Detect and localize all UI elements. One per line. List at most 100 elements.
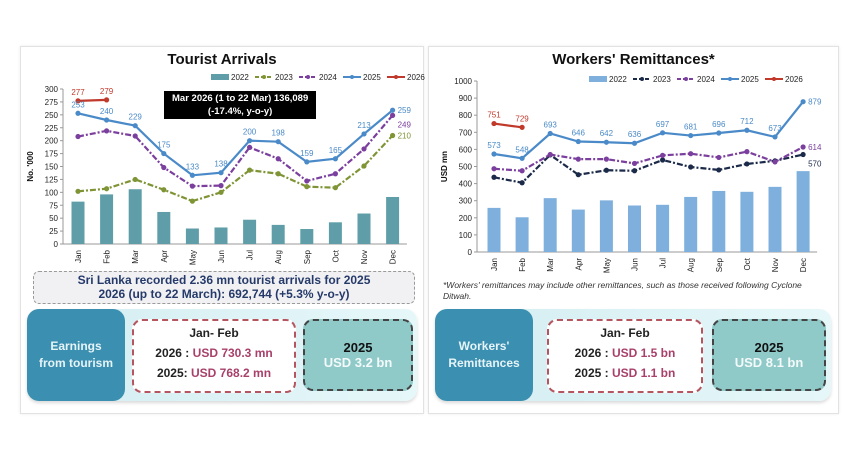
point-2024 <box>247 144 253 150</box>
point-2025 <box>275 139 281 145</box>
jan-feb-box: Jan- Feb 2026 : USD 1.5 bn 2025 : USD 1.… <box>547 319 703 393</box>
chart-title: Tourist Arrivals <box>167 51 277 68</box>
row-value: USD 768.2 mn <box>191 366 272 380</box>
point-2023 <box>304 184 310 190</box>
bar-2022 <box>628 205 641 252</box>
y-tick-label: 25 <box>49 227 58 236</box>
bar-2022 <box>386 196 400 244</box>
x-tick-label: Sep <box>715 257 724 272</box>
legend-marker <box>306 75 310 79</box>
data-label-2024: 614 <box>808 143 822 152</box>
point-2023 <box>75 188 81 194</box>
x-tick-label: Aug <box>274 250 283 264</box>
data-label-2025: 133 <box>186 162 200 171</box>
y-tick-label: 100 <box>45 188 59 197</box>
point-2025 <box>800 99 806 105</box>
point-2024 <box>132 133 138 139</box>
point-2026 <box>104 97 110 103</box>
bar-2022 <box>214 227 228 244</box>
point-2024 <box>575 156 581 162</box>
legend-label: 2022 <box>231 73 249 82</box>
bar-2022 <box>712 190 726 252</box>
point-2023 <box>744 161 750 167</box>
legend-marker <box>350 75 354 79</box>
jan-feb-box: Jan- Feb 2026 : USD 730.3 mn 2025: USD 7… <box>132 319 296 393</box>
bar-2022 <box>740 191 754 252</box>
bar-2022 <box>157 211 171 244</box>
point-2024 <box>631 160 638 167</box>
bar-2022 <box>300 229 314 244</box>
legend-marker <box>394 75 398 79</box>
x-tick-label: Dec <box>799 258 808 272</box>
point-2026 <box>491 120 497 127</box>
point-2023 <box>132 176 138 183</box>
workers-remittances-chart: 0 100 200 300 400 500 600 700 800 900 1000 Jan Feb Ma… <box>440 75 822 273</box>
point-2025 <box>161 150 167 157</box>
line-2025 <box>493 101 804 160</box>
period-label: Jan- Feb <box>600 326 650 340</box>
data-label-2026: 277 <box>71 88 85 97</box>
y-axis-label: No. '000 <box>26 151 35 182</box>
point-2025 <box>660 130 666 136</box>
x-tick-label: Sep <box>303 249 312 264</box>
x-tick-label: Jan <box>490 258 499 271</box>
data-label-2025: 165 <box>329 146 343 155</box>
point-2024 <box>304 178 310 184</box>
bar-2022 <box>656 204 670 252</box>
data-label-2025: 673 <box>768 124 782 133</box>
annual-value: USD 8.1 bn <box>734 355 804 370</box>
y-tick-label: 800 <box>459 111 473 120</box>
tourist-arrivals-chart: 0 25 50 75 100 125 150 175 200 225 250 275 300 Jan Feb… <box>26 73 425 265</box>
point-2025 <box>104 117 110 123</box>
point-2024 <box>716 154 722 161</box>
point-2023 <box>631 168 638 174</box>
x-tick-label: Aug <box>687 258 696 272</box>
bar-2022 <box>684 196 698 252</box>
line-2023 <box>77 134 394 203</box>
y-tick-label: 200 <box>45 137 59 146</box>
point-2023 <box>688 164 694 170</box>
tourist-summary: Sri Lanka recorded 2.36 mn tourist arriv… <box>33 271 415 304</box>
point-2023 <box>247 167 253 173</box>
data-label-2025: 253 <box>71 100 85 109</box>
y-tick-label: 0 <box>468 248 473 257</box>
point-2024 <box>660 152 666 158</box>
legend-marker <box>772 77 776 81</box>
line-2023 <box>493 153 804 184</box>
bar-2022 <box>100 194 114 244</box>
data-label-2025: 138 <box>214 160 228 169</box>
annual-box: 2025 USD 3.2 bn <box>303 319 413 391</box>
y-tick-label: 300 <box>459 197 473 206</box>
point-2023 <box>660 157 666 163</box>
legend-marker <box>728 77 732 81</box>
point-2024 <box>390 112 396 118</box>
y-tick-label: 900 <box>459 94 473 103</box>
point-2024 <box>75 133 81 140</box>
point-2025 <box>75 110 81 116</box>
data-label-2025: 175 <box>157 141 171 150</box>
legend-label: 2026 <box>785 75 803 84</box>
x-tick-label: Feb <box>103 249 112 263</box>
point-2024 <box>688 151 694 157</box>
annotation-line-2: (-17.4%, y-o-y) <box>207 106 273 117</box>
x-tick-label: Jan <box>74 250 83 263</box>
x-tick-label: Jun <box>631 258 640 271</box>
legend-marker <box>640 77 644 81</box>
workers-remittances-panel: Workers' Remittances* 0 100 200 300 400 500 60… <box>428 46 839 414</box>
point-2025 <box>361 131 367 137</box>
annual-value: USD 3.2 bn <box>323 355 393 370</box>
legend-label: 2025 <box>363 73 381 82</box>
bar-2022 <box>328 222 342 244</box>
data-label-2025: 693 <box>544 120 558 129</box>
bar-2022 <box>543 198 557 252</box>
annotation-line-1: Mar 2026 (1 to 22 Mar) 136,089 <box>172 93 309 104</box>
point-2023 <box>161 187 167 193</box>
x-tick-label: Nov <box>360 250 369 264</box>
data-label-2025: 548 <box>515 145 529 154</box>
legend-label: 2024 <box>697 75 715 84</box>
legend-label: 2026 <box>407 73 425 82</box>
legend-label: 2024 <box>319 73 337 82</box>
point-2025 <box>390 107 396 113</box>
point-2024 <box>332 171 338 177</box>
point-2025 <box>575 138 581 145</box>
